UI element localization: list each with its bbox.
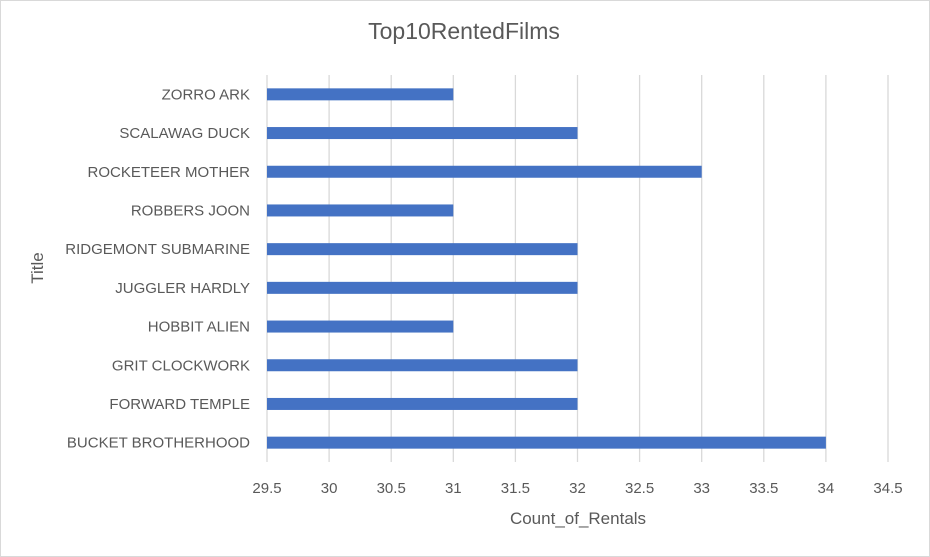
gridlines (266, 75, 889, 462)
category-label: SCALAWAG DUCK (119, 125, 250, 142)
x-tick-label: 31.5 (501, 480, 530, 497)
bar (267, 88, 454, 101)
x-tick-label: 30 (321, 480, 338, 497)
category-label: RIDGEMONT SUBMARINE (65, 241, 250, 258)
x-tick-labels: 29.5 30 30.5 31 31.5 32 32.5 33 33.5 34 34.5 (252, 480, 902, 497)
y-axis-title: Title (28, 252, 47, 284)
bar (267, 127, 578, 140)
x-axis-title: Count_of_Rentals (510, 509, 646, 528)
category-labels: ZORRO ARK SCALAWAG DUCK ROCKETEER MOTHER RO… (65, 86, 250, 451)
x-tick-label: 33.5 (749, 480, 778, 497)
bar (267, 281, 578, 294)
category-label: HOBBIT ALIEN (148, 319, 250, 336)
x-tick-label: 34.5 (873, 480, 902, 497)
category-label: ZORRO ARK (162, 86, 250, 103)
x-tick-label: 29.5 (252, 480, 281, 497)
category-label: GRIT CLOCKWORK (112, 357, 250, 374)
x-tick-label: 32.5 (625, 480, 654, 497)
category-label: JUGGLER HARDLY (115, 280, 250, 297)
category-label: BUCKET BROTHERHOOD (67, 435, 250, 452)
x-tick-label: 31 (445, 480, 462, 497)
bar (267, 359, 578, 372)
chart-title: Top10RentedFilms (368, 18, 560, 44)
bars (267, 88, 826, 449)
bar (267, 397, 578, 410)
x-tick-label: 30.5 (377, 480, 406, 497)
category-label: ROCKETEER MOTHER (87, 164, 250, 181)
bar (267, 436, 826, 449)
x-tick-label: 33 (693, 480, 710, 497)
bar (267, 204, 454, 217)
x-tick-label: 32 (569, 480, 586, 497)
bar (267, 320, 454, 333)
category-label: FORWARD TEMPLE (109, 396, 250, 413)
category-label: ROBBERS JOON (131, 202, 250, 219)
bar (267, 243, 578, 256)
x-tick-label: 34 (818, 480, 835, 497)
bar (267, 165, 702, 178)
